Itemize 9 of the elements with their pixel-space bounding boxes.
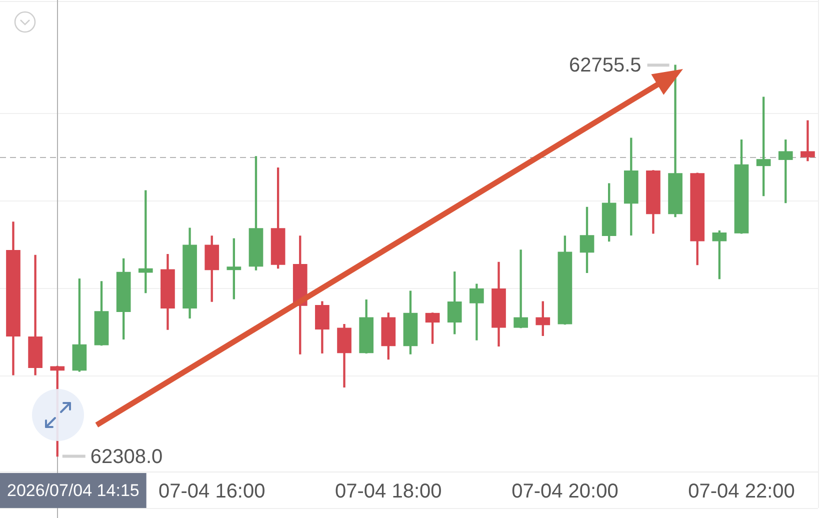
candlestick: [514, 250, 528, 328]
x-tick-label: 07-04 16:00: [158, 480, 266, 503]
candlestick: [800, 120, 815, 162]
x-tick-label: 07-04 22:00: [688, 480, 795, 503]
annotation: 62308.0: [90, 446, 163, 468]
ref-line-label: 2026/07/04 14:15: [6, 481, 140, 500]
annotation: 62755.5: [568, 54, 642, 77]
x-tick-label: 07-04 18:00: [335, 480, 442, 503]
x-tick-label: 07-04 20:00: [512, 480, 618, 503]
